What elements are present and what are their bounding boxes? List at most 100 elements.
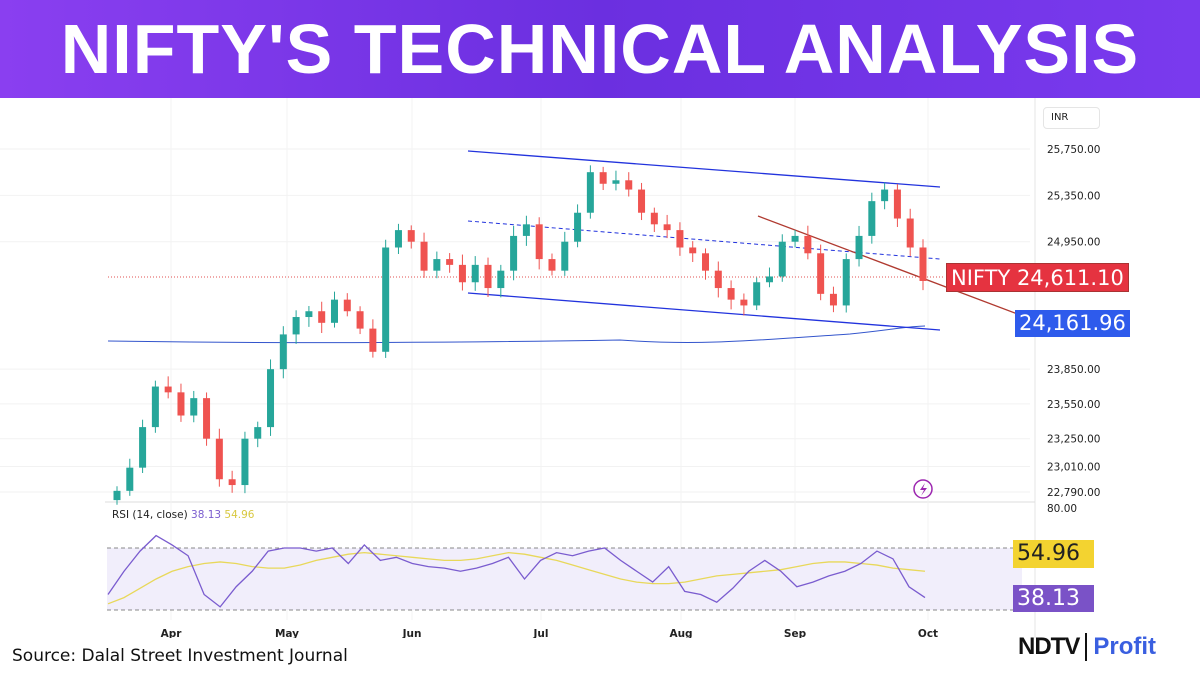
candle-body (228, 479, 236, 486)
rsi-line (107, 534, 926, 608)
candle-body (599, 172, 607, 184)
candle-body (893, 189, 901, 219)
candle-body (318, 311, 326, 323)
page-title: NIFTY'S TECHNICAL ANALYSIS (60, 10, 1140, 88)
logo-ndtv: NDTV (1018, 633, 1080, 660)
candle-body (535, 224, 543, 260)
candle-body (727, 288, 735, 300)
candle-body (305, 311, 313, 318)
logo-divider (1085, 633, 1088, 661)
candle-body (906, 218, 914, 248)
source-caption: Source: Dalal Street Investment Journal (12, 646, 348, 666)
channel-upper-line (467, 150, 941, 188)
candle-body (177, 392, 185, 416)
candle-body (817, 253, 825, 294)
x-axis-label: May (275, 628, 299, 638)
candle-body (292, 317, 300, 335)
rsi-signal-line (107, 551, 926, 605)
x-axis-label: Oct (918, 628, 938, 638)
candle-body (791, 235, 799, 242)
candle-body (407, 230, 415, 242)
rsi-signal-tag: 54.96 (1013, 540, 1094, 568)
candle-body (497, 270, 505, 289)
candle-body (241, 438, 249, 486)
price-tick-label: 23,010.00 (1047, 462, 1100, 474)
candle-body (458, 264, 466, 283)
price-tick-label: 24,950.00 (1047, 237, 1100, 249)
candle-body (740, 299, 748, 306)
x-axis-label: Apr (161, 628, 183, 638)
x-axis-label: Aug (669, 628, 692, 638)
price-chart: 25,750.00 25,350.00 24,950.00 23,850.00 23,5… (0, 98, 1100, 638)
lightning-icon (913, 479, 933, 499)
candle-body (574, 212, 582, 242)
trend-line (757, 215, 1021, 316)
candle-body (778, 241, 786, 277)
candle-body (382, 247, 390, 352)
candle-body (190, 398, 198, 416)
candle-body (702, 253, 710, 271)
x-axis-label: Jul (533, 628, 549, 638)
candle-body (829, 293, 837, 306)
candle-body (356, 311, 364, 329)
candle-body (919, 247, 927, 281)
currency-label[interactable]: INR (1043, 107, 1100, 129)
candle-body (164, 386, 172, 393)
candle-body (484, 264, 492, 289)
candle-body (113, 490, 121, 501)
candle-body (663, 224, 671, 231)
candle-body (586, 172, 594, 213)
candle-body (126, 467, 134, 491)
candle-body (139, 427, 147, 468)
candle-body (650, 212, 658, 225)
candle-body (279, 334, 287, 370)
candle-body (638, 189, 646, 213)
x-axis-label: Sep (784, 628, 807, 638)
header-banner: NIFTY'S TECHNICAL ANALYSIS (0, 0, 1200, 98)
last-price-tag: NIFTY 24,611.10 (946, 263, 1129, 292)
candle-body (369, 328, 377, 352)
candle-body (203, 398, 211, 439)
candle-body (765, 276, 773, 283)
rsi-value-tag: 38.13 (1013, 585, 1094, 612)
rsi-legend: RSI (14, close) 38.13 54.96 (112, 509, 255, 521)
logo-profit: Profit (1093, 633, 1157, 660)
candle-body (267, 369, 275, 428)
candle-body (625, 180, 633, 190)
candle-body (471, 264, 479, 283)
candle-body (561, 241, 569, 271)
ndtv-profit-logo: NDTV Profit (1018, 633, 1156, 661)
candle-body (522, 224, 530, 236)
rsi-axis-label: 80.00 (1047, 503, 1077, 515)
price-tick-label: 25,750.00 (1047, 144, 1100, 156)
moving-average-line (107, 325, 926, 344)
price-tick-label: 23,850.00 (1047, 364, 1100, 376)
candle-body (433, 259, 441, 271)
candle-body (855, 235, 863, 260)
rsi-band (107, 548, 1022, 610)
candle-body (689, 247, 697, 254)
candle-body (714, 270, 722, 289)
channel-lower-line (467, 292, 941, 331)
candle-body (612, 180, 620, 184)
candle-body (446, 259, 454, 265)
x-axis-label: Jun (402, 628, 422, 638)
price-tick-label: 23,250.00 (1047, 434, 1100, 446)
candle-body (254, 427, 262, 439)
candle-body (151, 386, 159, 428)
candle-body (343, 299, 351, 312)
candle-body (804, 235, 812, 254)
candle-body (842, 259, 850, 306)
candle-body (510, 235, 518, 271)
candle-body (394, 230, 402, 248)
candle-body (215, 438, 223, 480)
lightning-bolt-icon (920, 483, 927, 496)
candle-body (676, 230, 684, 248)
price-tick-label: 23,550.00 (1047, 399, 1100, 411)
moving-average-tag: 24,161.96 (1015, 310, 1130, 337)
price-tick-label: 25,350.00 (1047, 190, 1100, 202)
candle-body (548, 259, 556, 271)
candle-body (420, 241, 428, 271)
candle-body (881, 189, 889, 202)
candle-body (753, 282, 761, 306)
